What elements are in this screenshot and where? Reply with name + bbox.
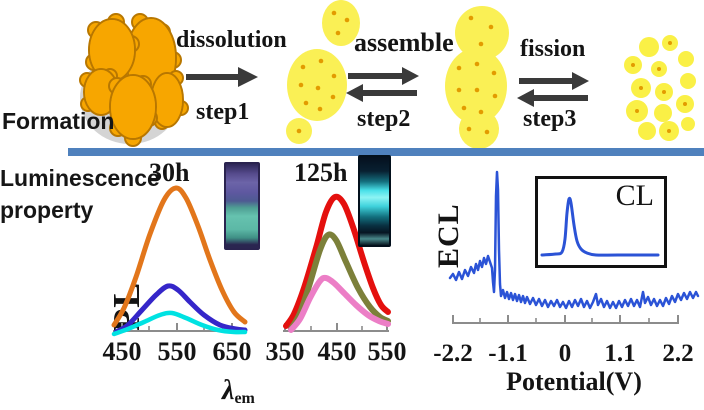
pl30-strong bbox=[111, 185, 248, 328]
dissolution-arrow bbox=[186, 67, 258, 87]
pl125-xtick-350: 350 bbox=[265, 337, 305, 366]
pl30-xtick-550: 550 bbox=[157, 337, 197, 366]
assembled-particle-illustration bbox=[445, 6, 509, 149]
lambda-subscript: em bbox=[234, 390, 255, 408]
pl-spectra-125h-chart bbox=[283, 193, 391, 333]
ecl-xtick-2p2: 2.2 bbox=[662, 340, 694, 367]
pl125-xtick-550: 550 bbox=[367, 337, 407, 366]
pl125-strong bbox=[283, 193, 391, 329]
emission-wavelength-axis-label: λem bbox=[222, 377, 255, 407]
process-label-dissolution: dissolution bbox=[176, 27, 287, 53]
step-label-3: step3 bbox=[523, 106, 577, 132]
pl125-medium bbox=[288, 231, 391, 332]
pl30-medium bbox=[113, 283, 248, 335]
luminescence-label-line1: Luminescence bbox=[0, 165, 160, 191]
fission-equilibrium-arrows bbox=[517, 72, 589, 107]
cl-inset-panel: CL bbox=[535, 176, 667, 268]
cuvette-photo-125h bbox=[358, 155, 391, 247]
pl30-time-label: 30h bbox=[149, 158, 190, 187]
cuvette-photo-30h bbox=[224, 162, 260, 250]
step-label-1: step1 bbox=[196, 99, 250, 125]
step-label-2: step2 bbox=[357, 106, 411, 132]
potential-axis-label: Potential(V) bbox=[506, 367, 642, 396]
ecl-trace bbox=[448, 170, 700, 310]
process-label-fission: fission bbox=[520, 36, 586, 62]
cl-trace bbox=[540, 196, 660, 257]
formation-section-label: Formation bbox=[2, 108, 115, 134]
ecl-potential-chart bbox=[448, 170, 700, 324]
section-divider bbox=[68, 148, 704, 156]
pl125-time-label: 125h bbox=[294, 158, 348, 187]
dissolved-nanoparticles-illustration bbox=[286, 0, 360, 144]
pl30-weak bbox=[111, 310, 248, 337]
ecl-xtick-1p1: 1.1 bbox=[604, 340, 636, 367]
cl-inset-chart bbox=[540, 196, 660, 257]
pl125-weak bbox=[288, 274, 391, 333]
lambda-symbol: λ bbox=[222, 375, 235, 406]
pl125-xtick-450: 450 bbox=[317, 337, 357, 366]
fissioned-nanoparticles-illustration bbox=[624, 35, 696, 141]
assemble-equilibrium-arrows bbox=[346, 67, 419, 102]
pl30-xtick-450: 450 bbox=[102, 337, 142, 366]
pl-spectra-30h-chart bbox=[111, 185, 248, 337]
precursor-aggregate-illustration bbox=[79, 13, 189, 147]
luminescence-label-line2: property bbox=[0, 197, 94, 223]
formation-scheme-graphic bbox=[79, 0, 696, 149]
ecl-xtick-0: 0 bbox=[558, 340, 572, 367]
pl30-xtick-650: 650 bbox=[212, 337, 252, 366]
process-label-assemble: assemble bbox=[354, 28, 454, 57]
ecl-xtick-neg2p2: -2.2 bbox=[433, 340, 473, 367]
cl-inset-label: CL bbox=[615, 179, 654, 212]
ecl-xtick-neg1p1: -1.1 bbox=[488, 340, 528, 367]
